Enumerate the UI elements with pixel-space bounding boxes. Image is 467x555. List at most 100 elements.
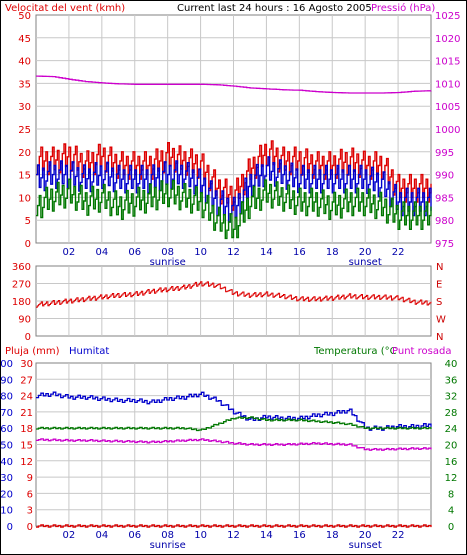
wind-speed-title: Velocitat del vent (kmh)	[5, 3, 125, 14]
x-tick-label: 20	[359, 247, 372, 258]
x-tick-label: 18	[326, 530, 339, 541]
y-left-tick-label: 50	[18, 11, 31, 22]
x-tick-label: 22	[392, 530, 405, 541]
direction-label: E	[436, 280, 442, 291]
y-humidity-tick-label: 80	[1, 392, 13, 403]
y-left-tick-label: 40	[18, 57, 31, 68]
y-left-tick-label: 20	[18, 148, 31, 159]
y-right-tick-label: 40	[445, 359, 458, 370]
y-right-tick-label: 975	[435, 239, 454, 250]
y-right-tick-label: 985	[435, 193, 454, 204]
y-humidity-tick-label: 70	[1, 408, 13, 419]
y-humidity-tick-label: 20	[1, 489, 13, 500]
series-temperatura-c	[36, 416, 432, 432]
direction-label: N	[436, 262, 443, 273]
x-tick-label: 12	[227, 247, 240, 258]
y-left-tick-label: 30	[18, 102, 31, 113]
x-tick-label: 08	[161, 530, 174, 541]
x-tick-label: 02	[63, 530, 76, 541]
y-humidity-tick-label: 10	[1, 506, 13, 517]
x-tick-label: 16	[293, 247, 306, 258]
y-left-tick-label: 0	[25, 239, 31, 250]
y-left-tick-label: 5	[25, 216, 31, 227]
legend-rain: Pluja (mm)	[5, 346, 60, 357]
y-rain-tick-label: 6	[27, 489, 33, 500]
y-humidity-tick-label: 40	[1, 457, 13, 468]
y-left-tick-label: 35	[18, 79, 31, 90]
y-left-tick-label: 15	[18, 171, 31, 182]
direction-label: S	[436, 297, 442, 308]
y-right-tick-label: 1010	[435, 79, 460, 90]
x-tick-label: 06	[128, 530, 141, 541]
y-right-tick-label: 1000	[435, 125, 460, 136]
x-annotation-sunrise: sunrise	[150, 257, 186, 268]
y-right-tick-label: 28	[445, 408, 458, 419]
x-tick-label: 10	[194, 530, 207, 541]
y-right-tick-label: 1005	[435, 102, 460, 113]
series-pluja-mm	[36, 524, 432, 528]
y-left-tick-label: 90	[18, 315, 31, 326]
y-right-tick-label: 980	[435, 216, 454, 227]
x-tick-label: 08	[161, 247, 174, 258]
y-right-tick-label: 1020	[435, 34, 460, 45]
y-right-tick-label: 1025	[435, 11, 460, 22]
y-left-tick-label: 25	[18, 125, 31, 136]
y-right-tick-label: 4	[448, 506, 454, 517]
y-right-tick-label: 990	[435, 171, 454, 182]
y-rain-tick-label: 30	[20, 359, 33, 370]
x-annotation-sunrise: sunrise	[150, 540, 186, 551]
y-right-tick-label: 0	[448, 522, 454, 533]
y-right-tick-label: 8	[448, 489, 454, 500]
legend-dew-point: Punt rosada	[392, 346, 451, 357]
y-rain-tick-label: 3	[27, 506, 33, 517]
x-tick-label: 20	[359, 530, 372, 541]
y-rain-tick-label: 21	[20, 408, 33, 419]
y-rain-tick-label: 27	[20, 375, 33, 386]
x-annotation-sunset: sunset	[349, 257, 382, 268]
series-pressure	[36, 75, 432, 94]
wind-pressure-plot: 0510152025303540455097598098599099510001…	[18, 11, 460, 268]
chart-title: Current last 24 hours : 16 Agosto 2005	[177, 3, 372, 14]
y-right-tick-label: 16	[445, 457, 458, 468]
y-rain-tick-label: 24	[20, 392, 33, 403]
y-humidity-tick-label: 0	[7, 522, 13, 533]
y-right-tick-label: 1015	[435, 57, 460, 68]
y-rain-tick-label: 0	[27, 522, 33, 533]
y-left-tick-label: 270	[12, 280, 31, 291]
legend-temperature: Temperatura (°C	[313, 346, 397, 357]
series-wind-direction	[36, 281, 432, 308]
series-wind-minimum	[36, 178, 432, 240]
y-rain-tick-label: 9	[27, 473, 33, 484]
y-left-tick-label: 180	[12, 297, 31, 308]
y-rain-tick-label: 18	[20, 424, 33, 435]
x-tick-label: 04	[95, 530, 108, 541]
y-left-tick-label: 45	[18, 34, 31, 45]
x-tick-label: 16	[293, 530, 306, 541]
y-left-tick-label: 360	[12, 262, 31, 273]
x-tick-label: 14	[260, 530, 273, 541]
y-humidity-tick-label: 90	[1, 375, 13, 386]
x-tick-label: 04	[95, 247, 108, 258]
y-right-tick-label: 24	[445, 424, 458, 435]
direction-label: N	[436, 332, 443, 343]
y-right-tick-label: 20	[445, 441, 458, 452]
x-tick-label: 12	[227, 530, 240, 541]
y-rain-tick-label: 15	[20, 441, 33, 452]
y-humidity-tick-label: 50	[1, 441, 13, 452]
y-humidity-tick-label: 60	[1, 424, 13, 435]
y-humidity-tick-label: 100	[1, 359, 13, 370]
y-right-tick-label: 995	[435, 148, 454, 159]
y-right-tick-label: 36	[445, 375, 458, 386]
series-punt-rosada	[36, 438, 432, 451]
pressure-title: Pressió (hPa)	[371, 2, 435, 14]
y-right-tick-label: 32	[445, 392, 458, 403]
y-right-tick-label: 12	[445, 473, 458, 484]
x-tick-label: 18	[326, 247, 339, 258]
x-tick-label: 14	[260, 247, 273, 258]
x-tick-label: 22	[392, 247, 405, 258]
y-left-tick-label: 0	[25, 332, 31, 343]
